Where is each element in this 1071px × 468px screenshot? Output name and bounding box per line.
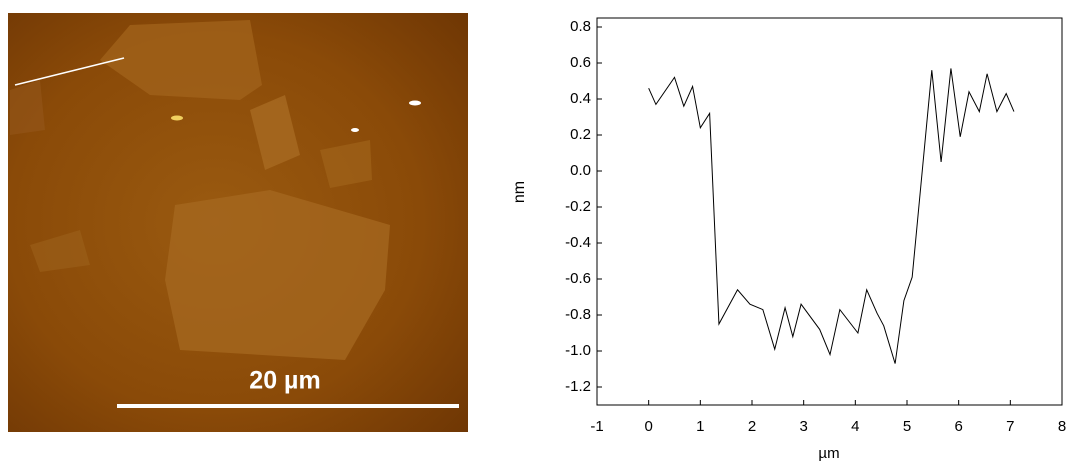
data-line xyxy=(648,68,1015,364)
y-tick-label: 0.0 xyxy=(570,162,591,179)
x-tick-label: 7 xyxy=(1006,418,1014,435)
y-tick-label: 0.4 xyxy=(570,90,591,107)
x-tick-label: 3 xyxy=(799,418,807,435)
x-axis-label: µm xyxy=(818,445,839,462)
x-tick-label: 8 xyxy=(1058,418,1066,435)
plot-frame xyxy=(596,17,1063,406)
afm-image: 20 µm xyxy=(8,13,468,432)
x-tick-label: 2 xyxy=(748,418,756,435)
x-tick-label: 0 xyxy=(644,418,652,435)
x-tick-label: 4 xyxy=(851,418,859,435)
y-tick-label: -0.8 xyxy=(565,306,591,323)
particle xyxy=(351,128,359,132)
scale-label: 20 µm xyxy=(249,367,320,395)
y-tick-label: -0.2 xyxy=(565,198,591,215)
particle xyxy=(171,115,183,121)
y-tick-label: 0.8 xyxy=(570,18,591,35)
profile-line xyxy=(14,57,125,86)
flake xyxy=(10,80,45,135)
x-tick-label: -1 xyxy=(590,418,603,435)
y-tick-label: -1.2 xyxy=(565,378,591,395)
y-tick-label: -0.4 xyxy=(565,234,591,251)
y-axis-label: nm xyxy=(511,181,528,203)
particle xyxy=(409,100,421,106)
y-tick-label: -1.0 xyxy=(565,342,591,359)
flake xyxy=(30,230,90,272)
flake xyxy=(165,190,390,360)
flake xyxy=(250,95,300,170)
x-tick-label: 1 xyxy=(696,418,704,435)
y-tick-label: 0.6 xyxy=(570,54,591,71)
y-tick-label: -0.6 xyxy=(565,270,591,287)
y-tick-label: 0.2 xyxy=(570,126,591,143)
flake xyxy=(100,20,262,100)
x-tick-label: 5 xyxy=(903,418,911,435)
flake xyxy=(320,140,372,188)
x-tick-label: 6 xyxy=(954,418,962,435)
